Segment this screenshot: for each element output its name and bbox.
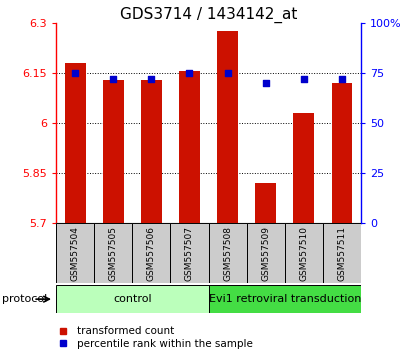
Text: GSM557509: GSM557509 [261, 225, 270, 281]
Bar [94, 223, 132, 283]
Text: GSM557507: GSM557507 [185, 225, 194, 281]
Bar [293, 113, 314, 223]
Point [262, 80, 269, 86]
Bar [171, 223, 209, 283]
Point [339, 76, 345, 82]
Text: GSM557510: GSM557510 [299, 225, 308, 281]
Bar [103, 80, 124, 223]
Bar [56, 223, 94, 283]
Bar [332, 83, 352, 223]
Bar [217, 32, 238, 223]
Text: GSM557506: GSM557506 [147, 225, 156, 281]
Point [186, 70, 193, 76]
Point [224, 70, 231, 76]
Bar [255, 183, 276, 223]
Bar [132, 223, 171, 283]
Bar [65, 63, 85, 223]
Text: GSM557508: GSM557508 [223, 225, 232, 281]
Text: GSM557511: GSM557511 [337, 225, 347, 281]
Bar [56, 285, 209, 313]
Point [300, 76, 307, 82]
Bar [179, 72, 200, 223]
Bar [285, 223, 323, 283]
Bar [323, 223, 361, 283]
Legend: transformed count, percentile rank within the sample: transformed count, percentile rank withi… [53, 326, 253, 349]
Bar [247, 223, 285, 283]
Bar [141, 80, 162, 223]
Point [148, 76, 155, 82]
Text: protocol: protocol [2, 294, 47, 304]
Point [72, 70, 78, 76]
Bar [209, 285, 361, 313]
Point [110, 76, 117, 82]
Bar [209, 223, 247, 283]
Text: GSM557504: GSM557504 [71, 225, 80, 281]
Text: GSM557505: GSM557505 [109, 225, 118, 281]
Title: GDS3714 / 1434142_at: GDS3714 / 1434142_at [120, 7, 297, 23]
Text: control: control [113, 294, 151, 304]
Text: Evi1 retroviral transduction: Evi1 retroviral transduction [209, 294, 361, 304]
